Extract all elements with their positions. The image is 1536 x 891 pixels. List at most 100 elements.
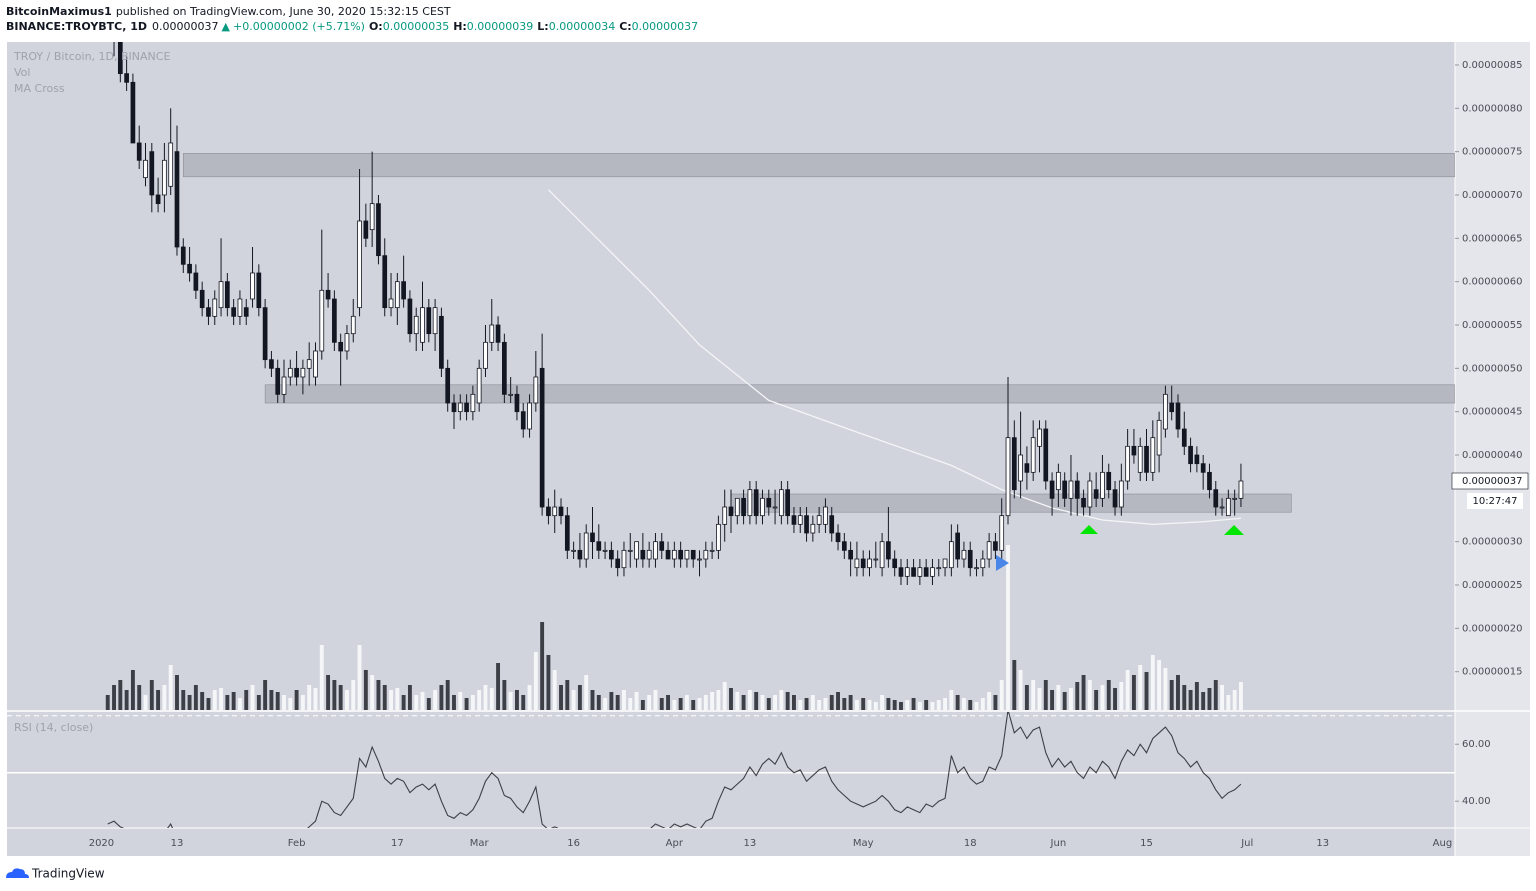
y-tick-label: 0.00000025 (1462, 580, 1522, 591)
candle-body (224, 281, 230, 309)
volume-bar (319, 645, 324, 710)
volume-bar (552, 670, 557, 710)
volume-bar (1062, 692, 1067, 710)
x-tick-label: Jul (1240, 838, 1253, 849)
volume-bar (389, 690, 393, 710)
volume-bar (1031, 680, 1036, 710)
candle-body (117, 42, 123, 75)
candle-body (590, 532, 595, 543)
volume-bar (565, 680, 570, 710)
y-tick-label: 0.00000085 (1462, 60, 1522, 71)
candle-body (1150, 437, 1156, 473)
candle-body (627, 549, 633, 552)
volume-bar (684, 695, 689, 710)
candle-body (1125, 445, 1130, 482)
candle-body (772, 506, 778, 509)
ohlc-label: H: (453, 20, 467, 33)
candle-body (753, 489, 759, 517)
ohlc-value: 0.00000037 (632, 20, 698, 33)
ohlc-label: O: (369, 20, 383, 33)
candle-body (502, 341, 507, 395)
volume-bar (376, 680, 381, 710)
candle-body (344, 333, 350, 352)
volume-bar (1006, 545, 1010, 710)
candle-body (854, 558, 860, 569)
candle-body (483, 341, 488, 369)
volume-bar (269, 690, 274, 710)
volume-bar (414, 695, 419, 710)
x-tick-label: May (853, 838, 874, 849)
volume-bar (483, 685, 488, 710)
y-tick-label: 0.00000080 (1462, 103, 1522, 114)
countdown-box (1467, 493, 1523, 510)
candle-body (1238, 480, 1244, 499)
candle-body (986, 541, 992, 560)
candle-body (747, 489, 753, 517)
candle-body (577, 549, 583, 560)
candle-body (143, 159, 148, 179)
candle-body (199, 289, 205, 309)
volume-bar (300, 695, 305, 710)
candle-body (848, 549, 853, 560)
candle-body (546, 506, 551, 517)
volume-bar (968, 700, 973, 710)
volume-bar (974, 702, 979, 710)
volume-bar (930, 702, 935, 710)
volume-bar (527, 685, 532, 710)
volume-bar (911, 698, 916, 710)
candle-body (1163, 393, 1168, 430)
candle-body (527, 402, 532, 430)
ohlc-value: 0.00000039 (467, 20, 533, 33)
candle-body (1024, 463, 1030, 473)
volume-bar (905, 700, 910, 710)
volume-bar (993, 695, 998, 710)
volume-bar (1106, 680, 1111, 710)
legend-entry: Vol (14, 66, 30, 79)
candle-body (1207, 471, 1212, 491)
volume-bar (1157, 660, 1162, 710)
ohlc-label: L: (537, 20, 548, 33)
rsi-legend: RSI (14, close) (14, 721, 93, 734)
candle-body (180, 246, 186, 265)
volume-bar (798, 700, 803, 710)
volume-bar (351, 680, 356, 710)
candle-body (948, 541, 954, 569)
candle-body (231, 307, 236, 317)
candle-body (155, 194, 161, 205)
candle-body (319, 289, 325, 352)
candle-body (722, 506, 728, 525)
volume-bar (735, 692, 740, 710)
candle-body (917, 567, 923, 577)
candle-body (1118, 480, 1124, 508)
volume-bar (1169, 680, 1174, 710)
candle-body (445, 367, 451, 404)
volume-bar (1056, 685, 1061, 710)
volume-bar (848, 695, 853, 710)
candle-body (684, 549, 690, 560)
candle-body (703, 549, 709, 560)
volume-bar (206, 698, 211, 710)
candle-body (250, 272, 255, 300)
volume-bar (1043, 680, 1048, 710)
candle-body (439, 315, 444, 369)
candle-body (653, 541, 658, 560)
volume-bar (987, 692, 992, 710)
candle-body (955, 532, 960, 560)
candle-body (432, 307, 438, 335)
change: +0.00000002 (+5.71%) (233, 20, 365, 33)
candle-body (218, 281, 224, 309)
candle-body (904, 567, 910, 577)
y-tick-label: 0.00000070 (1462, 190, 1522, 201)
candle-body (413, 315, 419, 335)
candle-body (892, 558, 898, 569)
volume-bar (955, 695, 960, 710)
volume-bar (1220, 685, 1225, 710)
volume-bar (1094, 690, 1099, 710)
candle-body (583, 532, 589, 560)
candle-body (634, 541, 639, 560)
volume-bar (697, 698, 702, 710)
volume-bar (193, 685, 198, 710)
candle-body (1181, 428, 1187, 447)
volume-bar (395, 688, 400, 710)
volume-bar (363, 670, 368, 710)
